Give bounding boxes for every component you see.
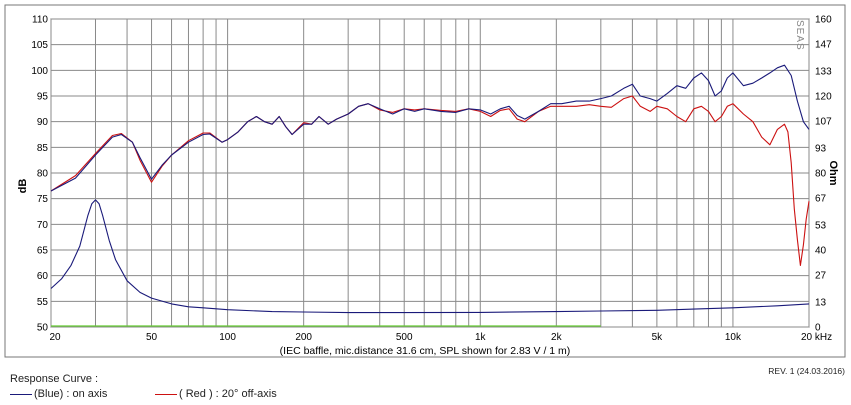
y2-tick-label: 147	[815, 40, 832, 51]
x-tick-label: 5k	[652, 332, 664, 343]
chart-grid	[50, 18, 810, 328]
y2-tick-label: 107	[815, 117, 832, 128]
revision-label: REV. 1 (24.03.2016)	[768, 366, 845, 376]
y-tick-label: 85	[37, 143, 49, 154]
x-tick-label: 200	[295, 332, 312, 343]
chart-series	[50, 64, 810, 327]
legend-label-on-axis: (Blue) : on axis	[34, 388, 108, 400]
series-line-on-axis	[50, 64, 810, 192]
y2-tick-label: 67	[815, 194, 827, 205]
y-tick-label: 100	[31, 66, 48, 77]
x-tick-label: 500	[396, 332, 413, 343]
y2-tick-label: 80	[815, 169, 827, 180]
watermark-text: SEAS	[794, 20, 805, 51]
x-tick-label: 2k	[551, 332, 563, 343]
y-tick-label: 110	[32, 15, 48, 26]
legend-swatch-blue	[10, 393, 32, 395]
chart-ticks: 50 55 60 65 70 75 80 85 90 95 100 105 110 0 13 27 40 53 67…	[31, 15, 832, 344]
legend-title: Response Curve :	[10, 373, 99, 385]
legend-item-off-axis: ( Red ) : 20° off-axis	[155, 388, 277, 400]
x-tick-label: 20	[49, 332, 61, 343]
legend-label-off-axis: ( Red ) : 20° off-axis	[179, 388, 277, 400]
y-tick-label: 75	[37, 194, 49, 205]
x-tick-label: 1k	[475, 332, 487, 343]
y2-tick-label: 53	[815, 220, 827, 231]
series-line-impedance	[50, 199, 810, 314]
y2-tick-label: 13	[815, 297, 827, 308]
y-tick-label: 105	[31, 40, 48, 51]
x-axis-caption: (IEC baffle, mic.distance 31.6 cm, SPL s…	[280, 345, 571, 357]
y2-tick-label: 133	[815, 66, 832, 77]
x-tick-label: 10k	[725, 332, 742, 343]
y-tick-label: 80	[37, 169, 49, 180]
legend-swatch-red	[155, 393, 177, 395]
x-tick-label: 100	[219, 332, 236, 343]
y-tick-label: 55	[37, 297, 49, 308]
y-tick-label: 70	[37, 220, 49, 231]
y2-axis-label: Ohm	[827, 160, 839, 185]
y-tick-label: 65	[37, 246, 49, 257]
y2-tick-label: 93	[815, 143, 827, 154]
x-tick-label: 20 kHz	[801, 332, 832, 343]
y2-tick-label: 40	[815, 246, 827, 257]
y-tick-label: 60	[37, 271, 49, 282]
y-tick-label: 90	[37, 117, 49, 128]
chart-svg: 50 55 60 65 70 75 80 85 90 95 100 105 110 0 13 27 40 53 67…	[4, 4, 846, 358]
y-axis-label: dB	[17, 179, 29, 194]
y2-tick-label: 160	[815, 15, 832, 26]
y-tick-label: 50	[37, 323, 49, 334]
y2-tick-label: 0	[815, 323, 821, 334]
legend-item-on-axis: (Blue) : on axis	[10, 388, 107, 400]
y2-tick-label: 120	[815, 92, 832, 103]
frequency-response-chart: 50 55 60 65 70 75 80 85 90 95 100 105 110 0 13 27 40 53 67…	[4, 4, 846, 358]
y-tick-label: 95	[37, 92, 49, 103]
x-tick-label: 50	[146, 332, 158, 343]
y2-tick-label: 27	[815, 271, 827, 282]
